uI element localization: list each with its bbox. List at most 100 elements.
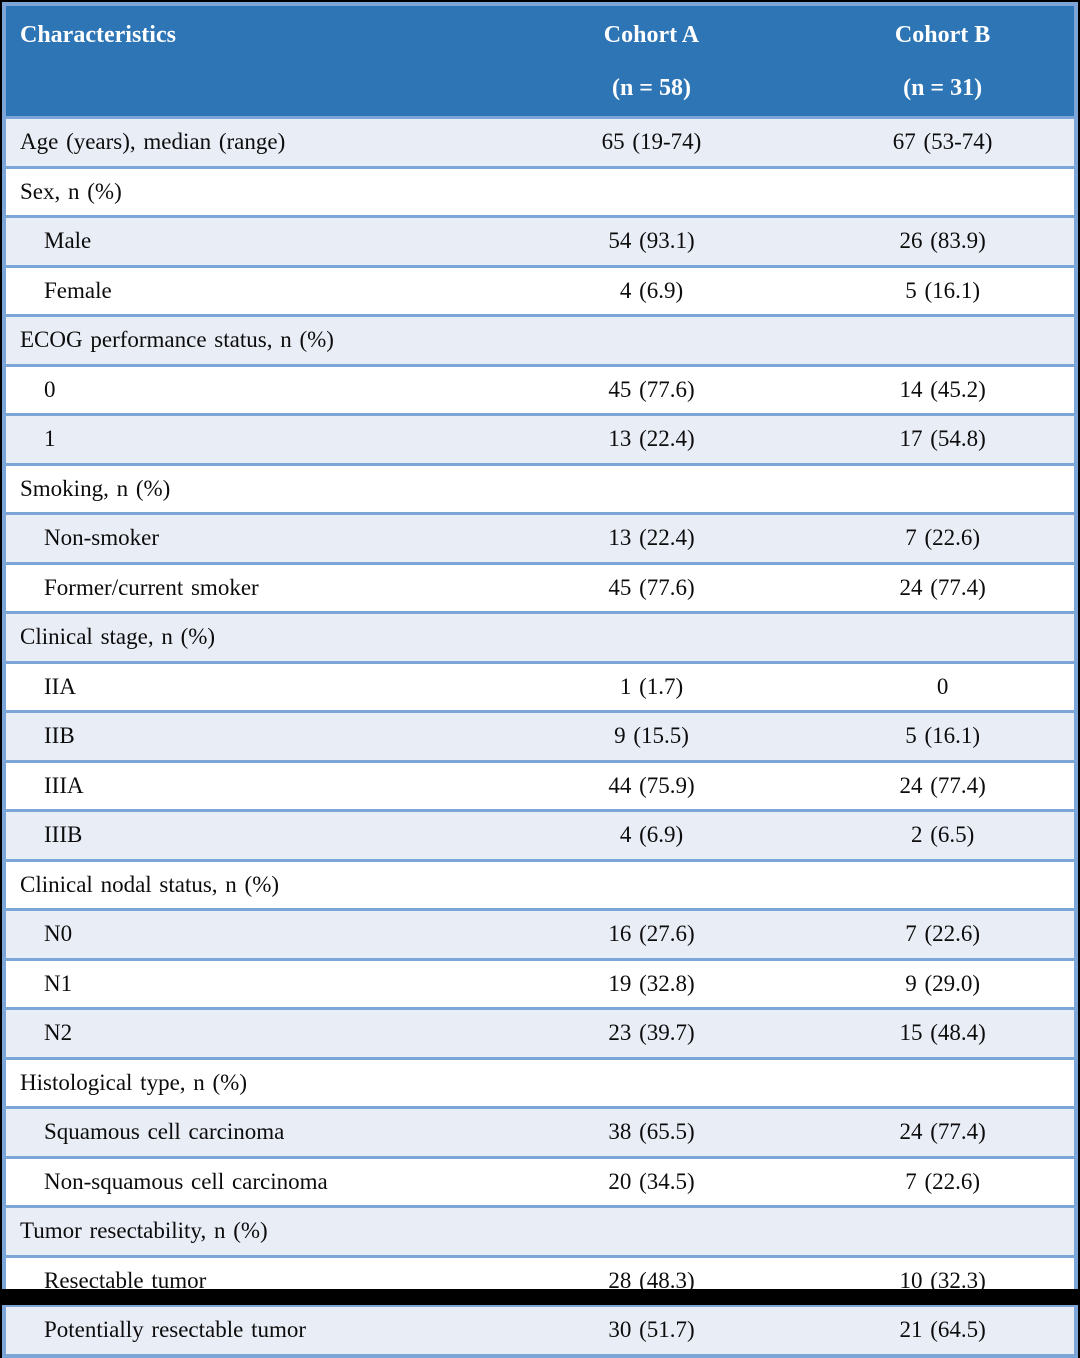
table-row: N2 23 (39.7) 15 (48.4) <box>4 1007 1076 1058</box>
table-row: Female 4 (6.9) 5 (16.1) <box>4 264 1076 316</box>
table-row: 0 45 (77.6) 14 (45.2) <box>4 363 1076 415</box>
header-row: Characteristics Cohort A (n = 58) Cohort… <box>4 4 1076 119</box>
table-row: Non-smoker 13 (22.4) 7 (22.6) <box>4 512 1076 563</box>
cohort-a-value: 38 (65.5) <box>491 1106 812 1157</box>
row-label: Sex, n (%) <box>4 165 492 217</box>
table-row: ECOG performance status, n (%) <box>4 314 1076 365</box>
row-label: Potentially resectable tumor <box>4 1304 492 1356</box>
cohort-a-value: 54 (93.1) <box>491 215 812 266</box>
cohort-b-value: 24 (77.4) <box>811 759 1076 811</box>
cohort-a-value: 30 (51.7) <box>491 1304 812 1356</box>
cohort-b-value: 7 (22.6) <box>811 512 1076 563</box>
cohort-a-value <box>491 314 812 365</box>
table-row: Tumor resectability, n (%) <box>4 1205 1076 1256</box>
cohort-a-n: (n = 58) <box>611 75 691 101</box>
cohort-b-value <box>811 1205 1076 1256</box>
cohort-a-value: 44 (75.9) <box>491 759 812 811</box>
cohort-a-title: Cohort A <box>603 22 700 48</box>
cohort-a-value: 20 (34.5) <box>491 1155 812 1207</box>
cohort-a-value <box>491 611 812 662</box>
cohort-b-value: 24 (77.4) <box>811 561 1076 613</box>
row-label: IIB <box>4 710 492 761</box>
row-label: IIIA <box>4 759 492 811</box>
header-characteristics: Characteristics <box>4 4 492 119</box>
cohort-a-value <box>491 462 812 514</box>
table-row: N0 16 (27.6) 7 (22.6) <box>4 908 1076 959</box>
cohort-a-value <box>491 165 812 217</box>
cohort-a-value: 23 (39.7) <box>491 1007 812 1058</box>
table-row: IIIB 4 (6.9) 2 (6.5) <box>4 809 1076 860</box>
header-cohort-a: Cohort A (n = 58) <box>491 4 812 119</box>
table-header: Characteristics Cohort A (n = 58) Cohort… <box>4 4 1076 119</box>
row-label: Tumor resectability, n (%) <box>4 1205 492 1256</box>
table-row: Former/current smoker 45 (77.6) 24 (77.4) <box>4 561 1076 613</box>
cohort-b-value: 5 (16.1) <box>811 264 1076 316</box>
row-label: IIA <box>4 660 492 712</box>
row-label: 0 <box>4 363 492 415</box>
header-cohort-b: Cohort B (n = 31) <box>811 4 1076 119</box>
cohort-a-value: 13 (22.4) <box>491 413 812 464</box>
cohort-a-value: 19 (32.8) <box>491 957 812 1009</box>
table-row: Histological type, n (%) <box>4 1056 1076 1108</box>
cohort-b-value: 17 (54.8) <box>811 413 1076 464</box>
cohort-b-value: 5 (16.1) <box>811 710 1076 761</box>
cohort-a-value: 45 (77.6) <box>491 561 812 613</box>
table-row: IIIA 44 (75.9) 24 (77.4) <box>4 759 1076 811</box>
table-row: 1 13 (22.4) 17 (54.8) <box>4 413 1076 464</box>
row-label: Histological type, n (%) <box>4 1056 492 1108</box>
row-label: Former/current smoker <box>4 561 492 613</box>
cohort-b-value: 7 (22.6) <box>811 908 1076 959</box>
row-label: Non-squamous cell carcinoma <box>4 1155 492 1207</box>
table-row: Non-squamous cell carcinoma 20 (34.5) 7 (2… <box>4 1155 1076 1207</box>
row-label: 1 <box>4 413 492 464</box>
table-row: Male 54 (93.1) 26 (83.9) <box>4 215 1076 266</box>
row-label: Clinical stage, n (%) <box>4 611 492 662</box>
cohort-a-value <box>491 1205 812 1256</box>
cohort-a-value: 1 (1.7) <box>491 660 812 712</box>
cohort-b-value: 24 (77.4) <box>811 1106 1076 1157</box>
cohort-b-value: 26 (83.9) <box>811 215 1076 266</box>
cohort-b-value: 9 (29.0) <box>811 957 1076 1009</box>
bottom-black-bar <box>0 1289 1080 1305</box>
cohort-b-value: 15 (48.4) <box>811 1007 1076 1058</box>
cohort-a-value: 65 (19-74) <box>491 117 812 167</box>
row-label: Female <box>4 264 492 316</box>
table-row: Sex, n (%) <box>4 165 1076 217</box>
table-row: Age (years), median (range) 65 (19-74) 67 … <box>4 117 1076 167</box>
cohort-b-title: Cohort B <box>894 22 991 48</box>
table-row: IIA 1 (1.7) 0 <box>4 660 1076 712</box>
row-label: ECOG performance status, n (%) <box>4 314 492 365</box>
row-label: Smoking, n (%) <box>4 462 492 514</box>
row-label: Clinical nodal status, n (%) <box>4 858 492 910</box>
cohort-a-value: 13 (22.4) <box>491 512 812 563</box>
table-row: IIB 9 (15.5) 5 (16.1) <box>4 710 1076 761</box>
row-label: Squamous cell carcinoma <box>4 1106 492 1157</box>
cohort-b-value: 21 (64.5) <box>811 1304 1076 1356</box>
cohort-a-value: 45 (77.6) <box>491 363 812 415</box>
table-row: Smoking, n (%) <box>4 462 1076 514</box>
cohort-b-value: 0 <box>811 660 1076 712</box>
table-row: Potentially resectable tumor 30 (51.7) 21 … <box>4 1304 1076 1356</box>
cohort-b-value <box>811 314 1076 365</box>
table-row: N1 19 (32.8) 9 (29.0) <box>4 957 1076 1009</box>
cohort-b-value: 7 (22.6) <box>811 1155 1076 1207</box>
cohort-b-value: 2 (6.5) <box>811 809 1076 860</box>
table-row: Clinical nodal status, n (%) <box>4 858 1076 910</box>
cohort-a-value: 16 (27.6) <box>491 908 812 959</box>
cohort-b-value <box>811 462 1076 514</box>
cohort-a-value <box>491 1056 812 1108</box>
row-label: Male <box>4 215 492 266</box>
cohort-a-value: 4 (6.9) <box>491 264 812 316</box>
cohort-b-value <box>811 858 1076 910</box>
cohort-b-n: (n = 31) <box>903 75 983 101</box>
table-row: Squamous cell carcinoma 38 (65.5) 24 (77.4… <box>4 1106 1076 1157</box>
cohort-b-value <box>811 165 1076 217</box>
table-body: Age (years), median (range) 65 (19-74) 67 … <box>4 117 1076 1356</box>
row-label: Age (years), median (range) <box>4 117 492 167</box>
cohort-b-value <box>811 611 1076 662</box>
row-label: N0 <box>4 908 492 959</box>
cohort-b-value <box>811 1056 1076 1108</box>
cohort-a-value <box>491 858 812 910</box>
